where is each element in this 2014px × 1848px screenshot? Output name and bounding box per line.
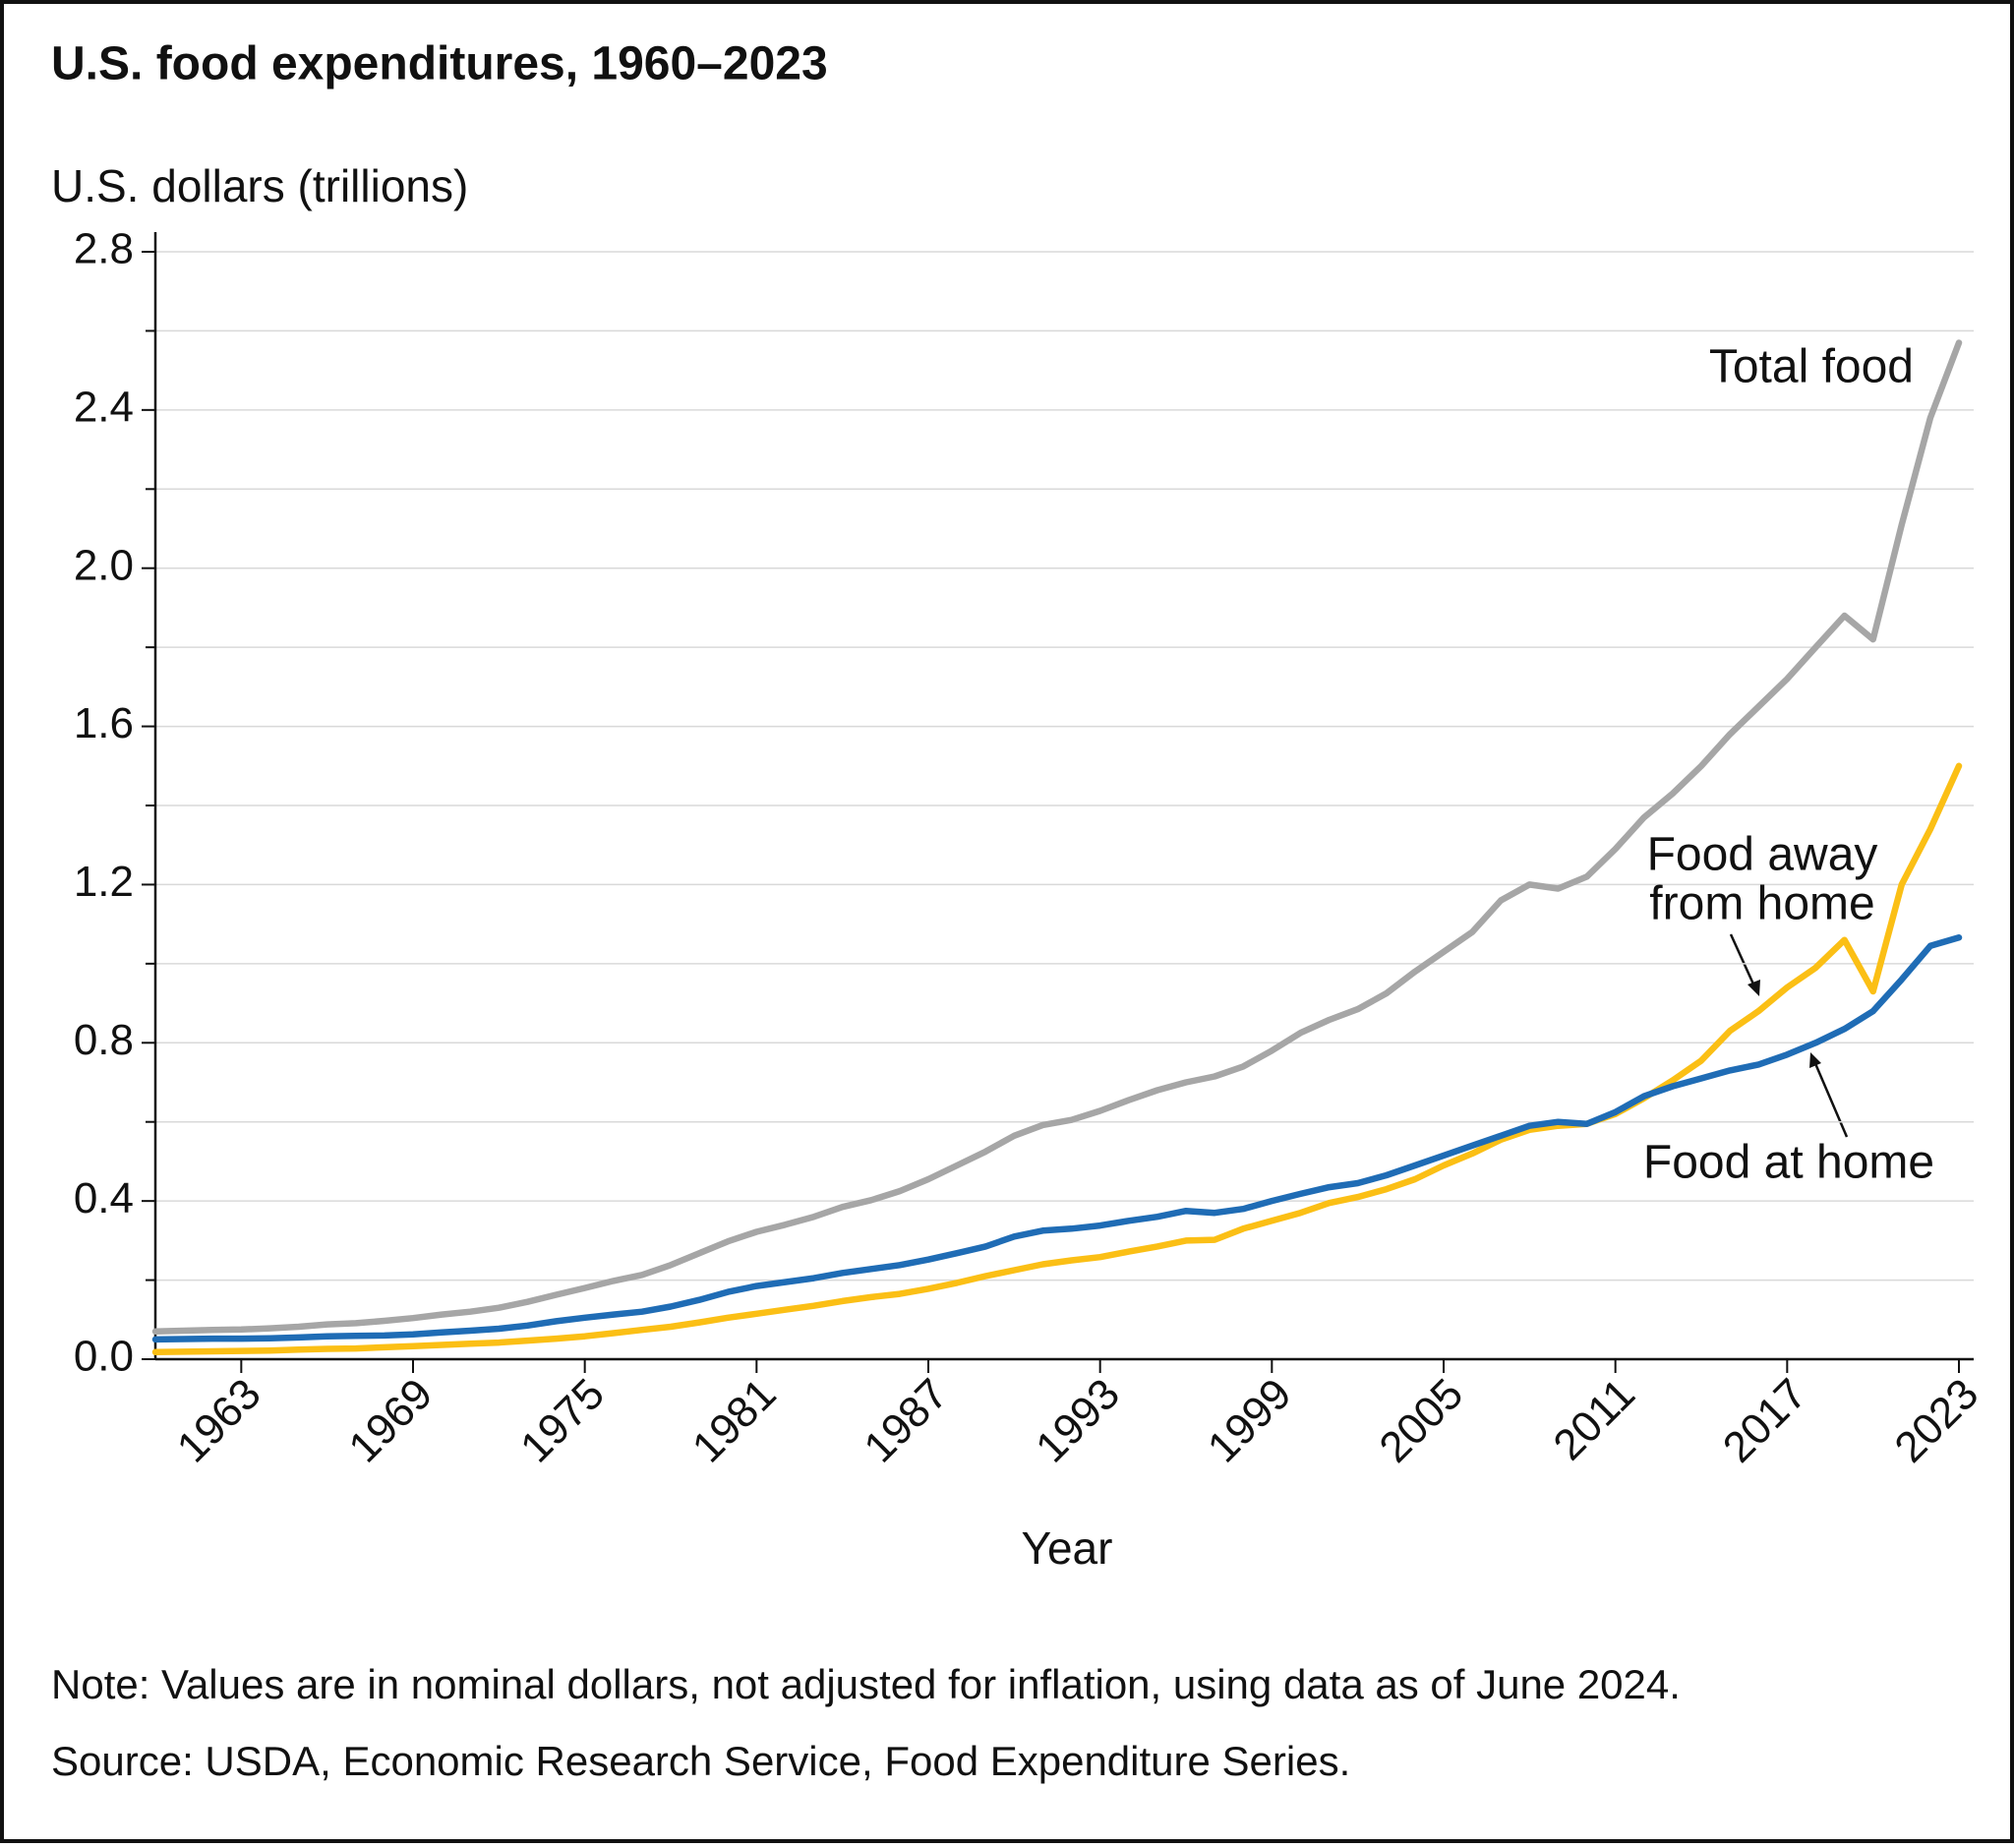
y-axis-label: U.S. dollars (trillions): [51, 160, 468, 211]
series-line: [151, 339, 1963, 1336]
y-tick-label: 0.0: [74, 1333, 134, 1381]
y-tick-label: 1.2: [74, 858, 134, 906]
annotation: from home: [1649, 878, 1874, 930]
note: Note: Values are in nominal dollars, not…: [51, 1661, 1681, 1707]
x-axis-label: Year: [1022, 1522, 1113, 1574]
chart-title: U.S. food expenditures, 1960–2023: [51, 38, 828, 90]
annotation-arrowhead: [1809, 1052, 1821, 1068]
annotation: Food at home: [1643, 1137, 1934, 1189]
y-tick-label: 0.4: [74, 1174, 134, 1222]
y-tick-label: 1.6: [74, 699, 134, 747]
y-tick-label: 2.4: [74, 383, 134, 431]
y-tick-label: 2.8: [74, 225, 134, 273]
annotation-arrow: [1812, 1060, 1849, 1138]
y-tick-label: 2.0: [74, 541, 134, 589]
annotation: Food away: [1647, 829, 1878, 881]
y-tick-label: 0.8: [74, 1016, 134, 1064]
series-line: [151, 934, 1963, 1343]
source: Source: USDA, Economic Research Service,…: [51, 1738, 1350, 1784]
annotation-arrow: [1729, 933, 1757, 989]
annotation-arrowhead: [1747, 980, 1760, 996]
annotation: Total food: [1709, 341, 1914, 393]
